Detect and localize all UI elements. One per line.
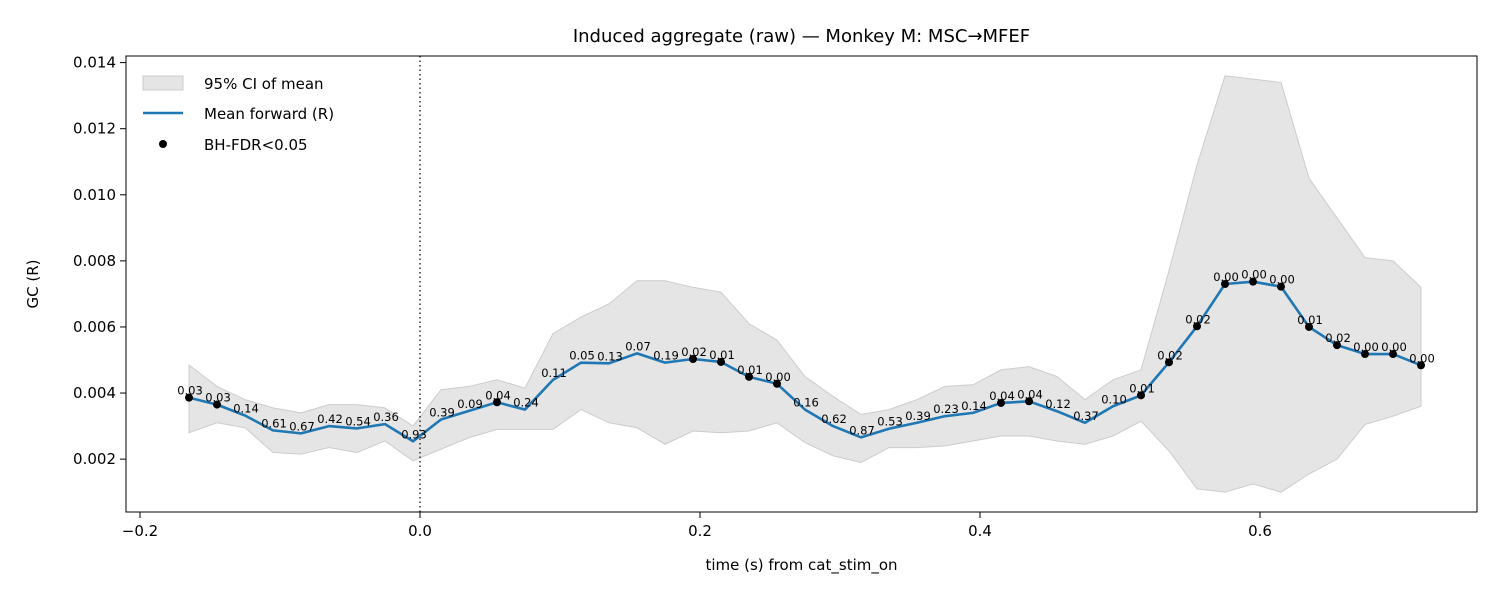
p-value-label: 0.67 [289, 419, 315, 433]
p-value-label: 0.62 [821, 412, 847, 426]
p-value-label: 0.11 [541, 366, 567, 380]
p-value-label: 0.13 [597, 349, 623, 363]
p-value-label: 0.14 [233, 402, 259, 416]
p-value-label: 0.37 [1073, 409, 1099, 423]
p-value-label: 0.00 [1269, 273, 1295, 287]
significant-point [1305, 322, 1313, 331]
y-tick-label: 0.010 [73, 186, 116, 204]
significant-point [1333, 341, 1341, 350]
significant-point [1025, 397, 1033, 406]
x-tick-label: −0.2 [122, 522, 158, 540]
significant-point [717, 357, 725, 366]
p-value-label: 0.93 [401, 427, 427, 441]
y-tick-label: 0.014 [73, 54, 116, 72]
significant-point [493, 398, 501, 407]
axis-ticks: −0.2 0.0 0.2 0.4 0.6 0.002 0.004 0.006 0.008 0.01… [73, 54, 1272, 540]
p-value-label: 0.00 [1409, 351, 1435, 365]
x-tick-label: 0.2 [688, 522, 712, 540]
y-tick-label: 0.012 [73, 120, 116, 138]
x-tick-label: 0.4 [968, 522, 992, 540]
p-value-label: 0.39 [905, 409, 931, 423]
significant-point [689, 355, 697, 364]
p-value-label: 0.05 [569, 349, 595, 363]
y-tick-label: 0.002 [73, 450, 116, 468]
significant-point [1249, 277, 1257, 286]
significant-point [1221, 280, 1229, 288]
p-value-label: 0.12 [1045, 397, 1071, 411]
p-value-label: 0.00 [1353, 340, 1379, 354]
y-tick-label: 0.006 [73, 318, 116, 336]
p-value-label: 0.54 [345, 414, 371, 428]
significant-point [185, 393, 193, 402]
legend-label-significant: BH-FDR<0.05 [204, 136, 308, 154]
legend-swatch-significant [159, 140, 167, 148]
p-value-label: 0.02 [1185, 312, 1211, 326]
p-value-label: 0.39 [429, 405, 455, 419]
legend-swatch-ci [142, 75, 184, 91]
p-value-label: 0.01 [709, 348, 735, 362]
x-tick-label: 0.0 [408, 522, 432, 540]
significant-point [1417, 361, 1425, 370]
chart-title: Induced aggregate (raw) — Monkey M: MSC→… [573, 26, 1030, 47]
legend-label-ci: 95% CI of mean [204, 75, 324, 93]
p-value-label: 0.87 [849, 423, 875, 437]
significant-point [1165, 358, 1173, 367]
p-value-label: 0.01 [1297, 313, 1323, 327]
legend-label-mean: Mean forward (R) [204, 105, 334, 123]
mean-line [188, 280, 1422, 443]
significant-point [1137, 391, 1145, 400]
p-value-label: 0.02 [681, 345, 707, 359]
p-value-label: 0.01 [1129, 381, 1155, 395]
significant-point [745, 372, 753, 381]
legend: 95% CI of mean Mean forward (R) BH-FDR<0… [142, 75, 334, 154]
p-value-label: 0.10 [1101, 392, 1127, 406]
y-tick-label: 0.004 [73, 384, 116, 402]
p-value-label: 0.03 [177, 384, 203, 398]
significant-point [1389, 350, 1397, 359]
p-value-label: 0.19 [653, 349, 679, 363]
p-value-label: 0.04 [1017, 387, 1043, 401]
p-value-label: 0.16 [793, 396, 819, 410]
axes-frame [125, 55, 1478, 513]
p-value-label: 0.00 [1381, 340, 1407, 354]
p-value-label: 0.24 [513, 396, 539, 410]
y-tick-label: 0.008 [73, 252, 116, 270]
x-tick-label: 0.6 [1248, 522, 1272, 540]
significant-point [997, 398, 1005, 407]
significant-point [1277, 282, 1285, 291]
x-axis-title: time (s) from cat_stim_on [705, 556, 897, 575]
significant-point [773, 379, 781, 388]
plot-area: 0.03 0.030.140.61 0.670.42 0.54 0.360.930.39… [177, 56, 1435, 512]
p-value-label: 0.04 [485, 388, 511, 402]
p-value-label: 0.00 [765, 370, 791, 384]
y-axis-title: GC (R) [24, 260, 42, 309]
p-value-label: 0.53 [877, 415, 903, 429]
p-value-label: 0.09 [457, 397, 483, 411]
p-value-label: 0.61 [261, 416, 287, 430]
p-value-label: 0.00 [1241, 268, 1267, 282]
significant-point [1193, 322, 1201, 331]
p-value-label: 0.07 [625, 339, 651, 353]
p-value-label: 0.01 [737, 363, 763, 377]
significant-point [1361, 350, 1369, 359]
ci-band [188, 75, 1422, 493]
p-value-label: 0.02 [1157, 348, 1183, 362]
significant-point [213, 400, 221, 409]
p-value-label: 0.42 [317, 412, 343, 426]
p-value-label: 0.04 [989, 389, 1015, 403]
p-value-label: 0.36 [373, 410, 399, 424]
p-value-label: 0.14 [961, 399, 987, 413]
p-value-label: 0.00 [1213, 270, 1239, 284]
p-value-label: 0.02 [1325, 331, 1351, 345]
p-value-label: 0.23 [933, 402, 959, 416]
p-value-label: 0.03 [205, 391, 231, 405]
